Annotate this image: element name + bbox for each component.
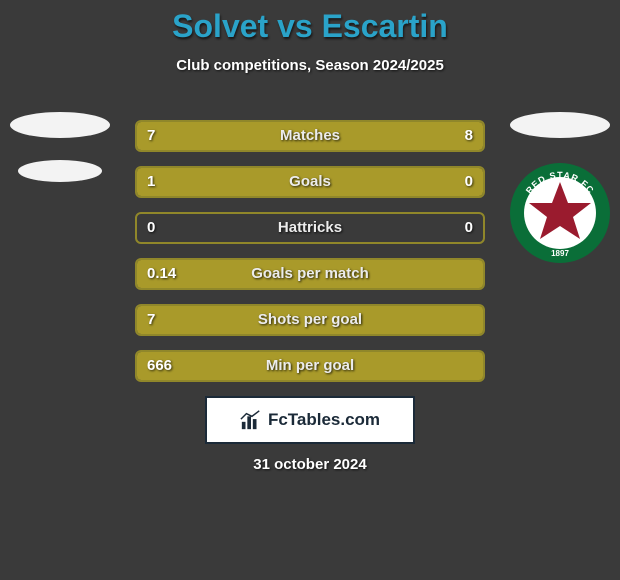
season-subtitle: Club competitions, Season 2024/2025: [0, 57, 620, 74]
stat-label: Goals per match: [137, 260, 483, 288]
placeholder-ellipse-icon: [505, 110, 615, 140]
stat-row: 1 Goals 0: [135, 166, 485, 198]
stat-value-right: 0: [465, 214, 473, 242]
crest-year: 1897: [551, 249, 569, 258]
stat-label: Min per goal: [137, 352, 483, 380]
stat-value-right: 0: [465, 168, 473, 196]
stat-label: Hattricks: [137, 214, 483, 242]
club-crest-icon: RED STAR FC 1897: [505, 158, 615, 268]
team-left-badge: [5, 110, 125, 202]
stat-row: 7 Matches 8: [135, 120, 485, 152]
stat-row: 0 Hattricks 0: [135, 212, 485, 244]
placeholder-ellipse-icon: [15, 158, 125, 184]
snapshot-date: 31 october 2024: [0, 456, 620, 473]
bars-icon: [240, 409, 262, 431]
page-title: Solvet vs Escartin: [0, 0, 620, 45]
team-right-badge: RED STAR FC 1897: [505, 110, 615, 273]
stat-label: Goals: [137, 168, 483, 196]
stat-row: 7 Shots per goal: [135, 304, 485, 336]
stat-bars: 7 Matches 8 1 Goals 0 0 Hattricks 0 0.14…: [135, 120, 485, 396]
attribution-text: FcTables.com: [268, 410, 380, 430]
stat-label: Shots per goal: [137, 306, 483, 334]
placeholder-ellipse-icon: [5, 110, 115, 140]
stat-value-right: 8: [465, 122, 473, 150]
comparison-card: Solvet vs Escartin Club competitions, Se…: [0, 0, 620, 580]
stat-label: Matches: [137, 122, 483, 150]
stat-row: 0.14 Goals per match: [135, 258, 485, 290]
stat-row: 666 Min per goal: [135, 350, 485, 382]
attribution-box: FcTables.com: [205, 396, 415, 444]
